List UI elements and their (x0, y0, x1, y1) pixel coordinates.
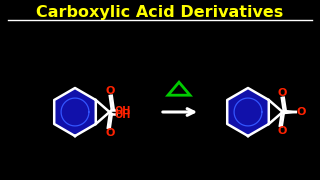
Text: O: O (105, 86, 115, 96)
Text: OH: OH (115, 106, 131, 116)
Text: Carboxylic Acid Derivatives: Carboxylic Acid Derivatives (36, 4, 284, 19)
Text: O: O (277, 126, 286, 136)
Polygon shape (54, 88, 96, 136)
Text: O: O (105, 128, 115, 138)
Text: O: O (277, 88, 286, 98)
Text: O: O (296, 107, 306, 117)
Polygon shape (227, 88, 269, 136)
Text: OH: OH (115, 110, 131, 120)
